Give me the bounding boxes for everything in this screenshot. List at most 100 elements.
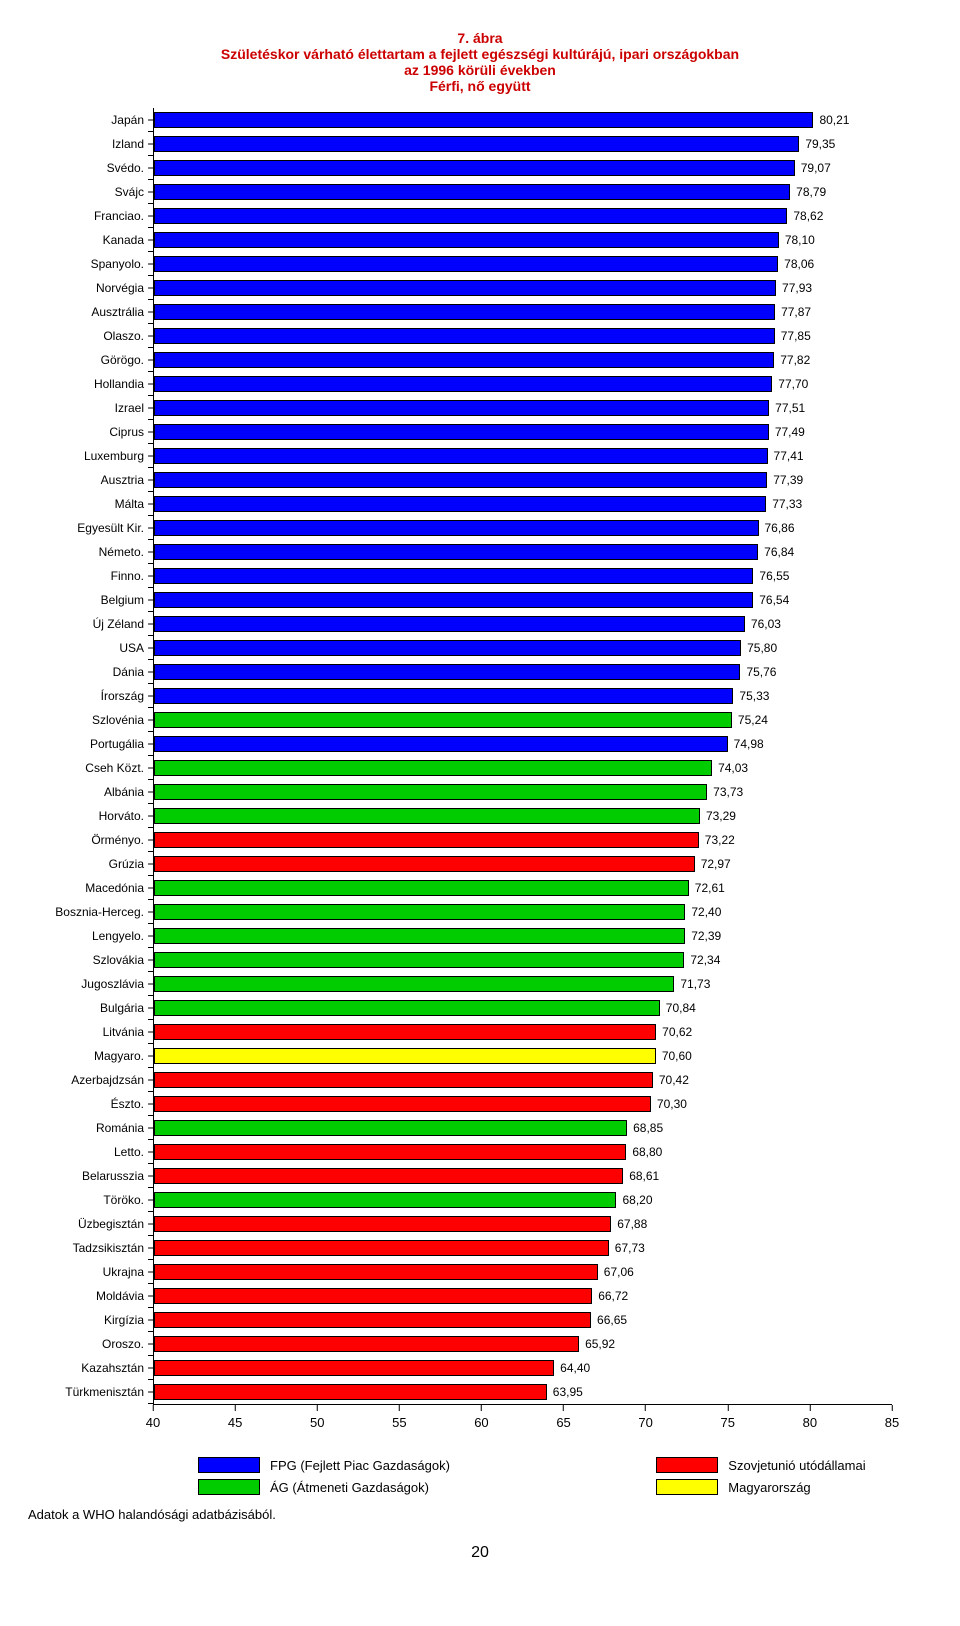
bar-row: Belarusszia68,61 [154,1164,892,1188]
x-tick-label: 70 [638,1415,652,1430]
bar-row: Türkmenisztán63,95 [154,1380,892,1404]
category-label: Kazahsztán [81,1361,154,1375]
category-label: Egyesült Kir. [77,521,154,535]
value-label: 70,84 [660,1001,696,1015]
bar [154,448,768,464]
bar-row: Svédo.79,07 [154,156,892,180]
category-label: Svédo. [107,161,154,175]
value-label: 65,92 [579,1337,615,1351]
bar [154,1336,579,1352]
bar-row: Moldávia66,72 [154,1284,892,1308]
value-label: 75,80 [741,641,777,655]
bar-row: Dánia75,76 [154,660,892,684]
value-label: 64,40 [554,1361,590,1375]
value-label: 76,86 [759,521,795,535]
legend-label-su: Szovjetunió utódállamai [728,1458,865,1473]
bar [154,1048,656,1064]
bar [154,976,674,992]
bar [154,928,685,944]
category-label: Lengyelo. [92,929,154,943]
category-label: Azerbajdzsán [71,1073,154,1087]
legend-item-hu: Magyarország [656,1479,932,1495]
bar [154,1024,656,1040]
bar [154,304,775,320]
legend-label-hu: Magyarország [728,1480,810,1495]
value-label: 78,10 [779,233,815,247]
category-label: Litvánia [103,1025,154,1039]
bar-row: Jugoszlávia71,73 [154,972,892,996]
value-label: 77,51 [769,401,805,415]
bar-row: Luxemburg77,41 [154,444,892,468]
bar-row: Kazahsztán64,40 [154,1356,892,1380]
bar-row: Németo.76,84 [154,540,892,564]
value-label: 72,39 [685,929,721,943]
bar [154,832,699,848]
bar-row: Örményo.73,22 [154,828,892,852]
value-label: 74,03 [712,761,748,775]
bar-row: Kanada78,10 [154,228,892,252]
bar-row: Horváto.73,29 [154,804,892,828]
value-label: 77,41 [768,449,804,463]
x-tick: 45 [228,1405,242,1430]
x-tick-label: 50 [310,1415,324,1430]
bar-row: Cseh Közt.74,03 [154,756,892,780]
x-tick: 65 [556,1405,570,1430]
x-tick-label: 65 [556,1415,570,1430]
bar-row: Észto.70,30 [154,1092,892,1116]
x-tick-label: 80 [803,1415,817,1430]
x-tick: 80 [803,1405,817,1430]
category-label: Tadzsikisztán [73,1241,154,1255]
category-label: Szlovákia [93,953,154,967]
bar [154,1288,592,1304]
value-label: 76,03 [745,617,781,631]
category-label: Spanyolo. [91,257,154,271]
category-label: Új Zéland [93,617,154,631]
category-label: Hollandia [94,377,154,391]
category-label: Horváto. [99,809,154,823]
category-label: Üzbegisztán [78,1217,154,1231]
bar [154,496,766,512]
bar-row: Letto.68,80 [154,1140,892,1164]
category-label: Ausztria [101,473,154,487]
value-label: 73,29 [700,809,736,823]
bar-row: Albánia73,73 [154,780,892,804]
legend-label-ag: ÁG (Átmeneti Gazdaságok) [270,1480,429,1495]
category-label: Japán [111,113,154,127]
bar-row: Kirgízia66,65 [154,1308,892,1332]
x-tick: 70 [638,1405,652,1430]
value-label: 67,06 [598,1265,634,1279]
value-label: 68,80 [626,1145,662,1159]
value-label: 67,73 [609,1241,645,1255]
category-label: Belgium [101,593,154,607]
bar-row: Lengyelo.72,39 [154,924,892,948]
value-label: 78,62 [787,209,823,223]
bar [154,424,769,440]
bar-row: Írország75,33 [154,684,892,708]
category-label: Grúzia [109,857,154,871]
legend-item-ag: ÁG (Átmeneti Gazdaságok) [198,1479,516,1495]
bar-row: Izrael77,51 [154,396,892,420]
bar-row: Ausztria77,39 [154,468,892,492]
value-label: 76,54 [753,593,789,607]
category-label: Macedónia [85,881,154,895]
x-tick-label: 85 [885,1415,899,1430]
bar [154,256,778,272]
value-label: 68,85 [627,1121,663,1135]
category-label: Finno. [111,569,154,583]
value-label: 76,55 [753,569,789,583]
legend-item-fpg: FPG (Fejlett Piac Gazdaságok) [198,1457,516,1473]
category-label: Franciao. [94,209,154,223]
bar [154,112,813,128]
bar-row: Norvégia77,93 [154,276,892,300]
bar-row: Málta77,33 [154,492,892,516]
category-label: Luxemburg [84,449,154,463]
bar [154,376,772,392]
category-label: Szlovénia [92,713,154,727]
category-label: Cseh Közt. [85,761,154,775]
bar [154,184,790,200]
bar [154,136,799,152]
legend: FPG (Fejlett Piac Gazdaságok) Szovjetuni… [198,1457,932,1495]
bar [154,712,732,728]
title-line-4: Férfi, nő együtt [28,78,932,94]
value-label: 78,06 [778,257,814,271]
